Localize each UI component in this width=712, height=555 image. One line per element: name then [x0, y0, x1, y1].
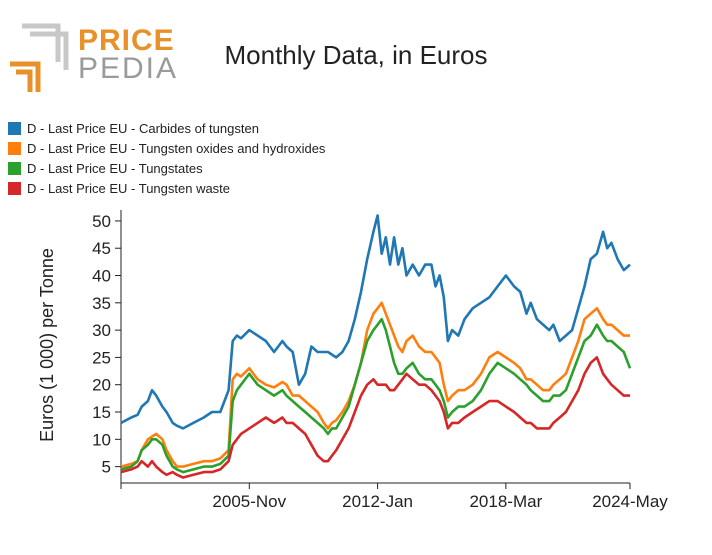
series-line-2	[120, 301, 630, 468]
legend-swatch	[8, 121, 21, 135]
x-tick-label: 2024-May	[592, 492, 668, 511]
legend: D - Last Price EU - Carbides of tungsten…	[8, 118, 325, 198]
legend-item: D - Last Price EU - Tungstates	[8, 158, 325, 178]
y-tick-label: 30	[92, 321, 111, 340]
y-tick-label: 15	[92, 403, 111, 422]
chart-title: Monthly Data, in Euros	[224, 40, 488, 70]
legend-swatch	[8, 161, 21, 175]
y-tick-label: 45	[92, 239, 111, 258]
y-tick-label: 50	[92, 212, 111, 231]
legend-label: D - Last Price EU - Tungsten oxides and …	[27, 140, 326, 156]
legend-swatch	[8, 181, 21, 195]
logo-text-price: PRICE	[78, 24, 175, 57]
x-tick-label: 2012-Jan	[342, 492, 413, 511]
legend-item: D - Last Price EU - Tungsten waste	[8, 178, 325, 198]
series-layer	[120, 214, 632, 479]
y-tick-label: 10	[92, 430, 111, 449]
legend-item: D - Last Price EU - Tungsten oxides and …	[8, 138, 325, 158]
pricepedia-logo: PRICE PEDIA	[8, 18, 176, 98]
x-tick-label: 2018-Mar	[469, 492, 542, 511]
x-tick-label: 2005-Nov	[212, 492, 286, 511]
y-tick-label: 25	[92, 348, 111, 367]
series-line-4	[120, 356, 630, 479]
logo-text-pedia: PEDIA	[78, 52, 179, 85]
y-axis-label: Euros (1 000) per Tonne	[37, 248, 57, 442]
y-tick-label: 20	[92, 376, 111, 395]
legend-item: D - Last Price EU - Carbides of tungsten	[8, 118, 325, 138]
legend-label: D - Last Price EU - Carbides of tungsten	[27, 120, 259, 136]
y-tick-label: 5	[102, 458, 111, 477]
series-line-1	[120, 214, 631, 430]
legend-swatch	[8, 141, 21, 155]
pricepedia-logo-mark	[10, 23, 69, 92]
legend-label: D - Last Price EU - Tungsten waste	[27, 180, 231, 196]
y-tick-label: 35	[92, 294, 111, 313]
y-tick-label: 40	[92, 267, 111, 286]
series-line-3	[120, 317, 632, 474]
chart-axes: 5 10 15 20 25 30 35 40 45 50 2005-Nov 2012-Jan 2018-…	[92, 210, 668, 511]
legend-label: D - Last Price EU - Tungstates	[27, 160, 203, 176]
